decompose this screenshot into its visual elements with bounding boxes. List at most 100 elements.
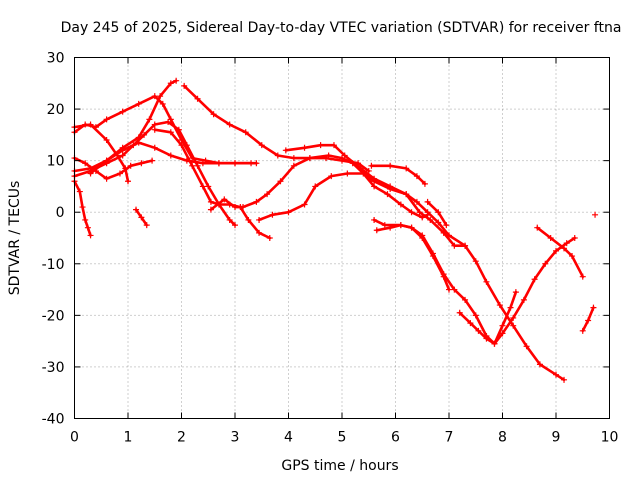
data-point-marker [143,222,150,229]
data-point-marker [330,142,337,149]
data-point-marker [496,302,503,309]
data-point-marker [475,327,482,334]
data-point-marker [135,139,142,146]
y-tick-label: -40 [42,412,65,428]
data-point-marker [266,235,273,241]
y-axis-label: SDTVAR / TECUs [7,181,23,296]
data-point-marker [87,232,94,239]
series-arc-8 [133,206,150,229]
data-point-marker [306,155,313,162]
data-point-marker [146,116,153,123]
data-point-marker [397,201,404,208]
data-point-marker [387,224,394,231]
data-point-marker [181,82,188,89]
data-point-marker [151,121,158,128]
data-point-marker [553,371,559,378]
data-point-marker [256,229,263,236]
data-point-marker [264,191,271,198]
data-point-marker [462,242,469,249]
data-point-marker [167,129,174,136]
series-arc-9 [151,126,273,241]
data-point-marker [189,162,196,169]
data-point-marker [87,165,94,172]
data-point-marker [368,162,375,169]
data-point-marker [403,165,410,172]
grid [74,57,610,419]
series-arc-21 [592,211,599,218]
chart-title: Day 245 of 2025, Sidereal Day-to-day VTE… [61,20,622,36]
data-point-marker [207,198,214,205]
data-point-marker [531,276,538,283]
data-point-marker [138,160,145,167]
data-point-marker [103,157,110,164]
data-point-marker [413,173,420,180]
data-point-marker [194,162,201,169]
data-point-marker [82,216,89,223]
data-point-marker [451,242,458,249]
x-axis-label: GPS time / hours [281,458,398,474]
data-point-marker [282,147,289,154]
data-point-marker [536,361,543,368]
data-point-marker [456,309,463,316]
data-point-marker [563,240,570,247]
data-point-marker [443,222,450,229]
data-point-marker [397,222,404,229]
series-arc-19 [534,224,586,280]
y-tick-label: 10 [47,154,65,170]
data-point-marker [141,131,148,138]
data-point-marker [232,160,238,167]
series-arc-7 [87,139,255,177]
data-point-marker [159,100,166,107]
data-point-marker [467,320,474,327]
data-point-marker [344,170,351,177]
data-point-marker [245,216,252,223]
data-point-marker [542,260,549,267]
data-point-marker [253,198,260,205]
x-tick-label: 5 [338,430,347,446]
data-series [71,77,599,383]
data-point-marker [103,116,110,123]
data-point-marker [579,327,586,334]
data-point-marker [499,322,506,329]
data-point-marker [232,222,238,229]
data-point-marker [403,191,410,198]
data-point-marker [387,183,394,190]
data-point-marker [215,160,222,167]
data-point-marker [285,209,292,216]
data-point-marker [408,209,415,216]
data-point-marker [590,304,597,311]
data-point-marker [424,209,431,216]
data-point-marker [451,286,458,293]
data-point-marker [387,162,394,169]
data-point-marker [116,170,123,177]
data-point-marker [440,273,447,280]
data-point-marker [325,152,332,159]
data-point-marker [419,235,426,241]
data-point-marker [199,160,206,167]
data-point-marker [328,173,335,180]
x-tick-label: 1 [124,430,133,446]
data-point-marker [277,178,284,185]
data-point-marker [125,178,131,185]
data-point-marker [274,152,281,159]
data-point-marker [371,183,378,190]
data-point-marker [135,134,142,141]
axis-ticks: 0 1 2 3 4 5 6 7 8 9 10 30 20 10 0 -10 -20 -30 -40 [42,51,619,446]
data-point-marker [221,196,228,203]
data-point-marker [210,111,217,118]
data-point-marker [178,142,185,149]
series-arc-4 [71,178,94,239]
data-point-marker [585,317,592,324]
y-tick-label: 20 [47,102,65,118]
data-point-marker [151,144,158,151]
data-point-marker [175,126,182,133]
data-trace [257,172,566,382]
data-point-marker [87,121,94,128]
data-point-marker [483,278,490,285]
x-tick-label: 10 [601,430,619,446]
data-point-marker [472,312,479,319]
data-point-marker [127,162,134,169]
data-trace [458,290,518,345]
data-point-marker [84,224,91,231]
